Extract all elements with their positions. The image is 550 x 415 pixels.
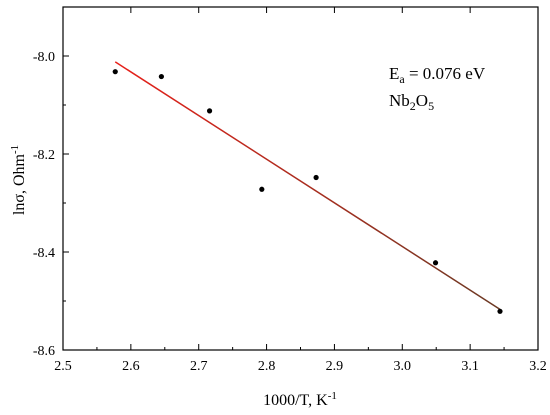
ticks bbox=[62, 6, 539, 351]
y-tick-label: -8.6 bbox=[33, 344, 55, 359]
x-tick-label: 3.1 bbox=[461, 359, 479, 374]
y-tick-label: -8.0 bbox=[33, 50, 55, 65]
x-tick-label: 3.2 bbox=[529, 359, 547, 374]
data-point bbox=[497, 308, 503, 314]
data-point bbox=[432, 260, 439, 266]
formula-sub-2: 2 bbox=[410, 99, 416, 113]
x-tick-label: 2.5 bbox=[54, 359, 72, 374]
data-point bbox=[313, 174, 319, 181]
x-tick-label: 2.6 bbox=[122, 359, 140, 374]
data-points bbox=[112, 69, 503, 314]
ea-symbol: E bbox=[389, 64, 399, 83]
compound-formula-label: Nb2O5 bbox=[389, 91, 434, 113]
x-tick-label: 2.9 bbox=[326, 359, 344, 374]
x-axis-title: 1000/T, K-1 bbox=[263, 390, 337, 409]
y-axis-title-text: lnσ, Ohm bbox=[11, 154, 28, 216]
ea-value: = 0.076 eV bbox=[405, 64, 486, 83]
ea-subscript: a bbox=[399, 72, 405, 86]
x-tick-label: 2.8 bbox=[258, 359, 276, 374]
data-point bbox=[158, 73, 164, 80]
activation-energy-label: Ea = 0.076 eV bbox=[389, 64, 486, 86]
y-axis-title: lnσ, Ohm-1 bbox=[9, 145, 28, 215]
x-tick-label: 2.7 bbox=[190, 359, 208, 374]
tick-labels: 2.5 2.6 2.7 2.8 2.9 3.0 3.1 3.2 -8.0 -8.2 -8.4 -8.6 bbox=[33, 50, 547, 374]
x-axis-title-sup: -1 bbox=[328, 390, 337, 402]
y-tick-label: -8.2 bbox=[33, 148, 55, 163]
fit-line bbox=[114, 61, 501, 310]
x-axis-title-text: 1000/T, K bbox=[263, 392, 328, 409]
plot-frame bbox=[62, 6, 539, 351]
data-point bbox=[112, 69, 118, 75]
formula-nb: Nb bbox=[389, 91, 410, 110]
x-tick-label: 3.0 bbox=[394, 359, 412, 374]
data-point bbox=[259, 186, 265, 192]
y-axis-title-sup: -1 bbox=[9, 145, 21, 154]
data-point bbox=[206, 108, 213, 114]
formula-o: O bbox=[416, 91, 428, 110]
formula-sub-5: 5 bbox=[428, 99, 434, 113]
y-tick-label: -8.4 bbox=[33, 246, 55, 261]
